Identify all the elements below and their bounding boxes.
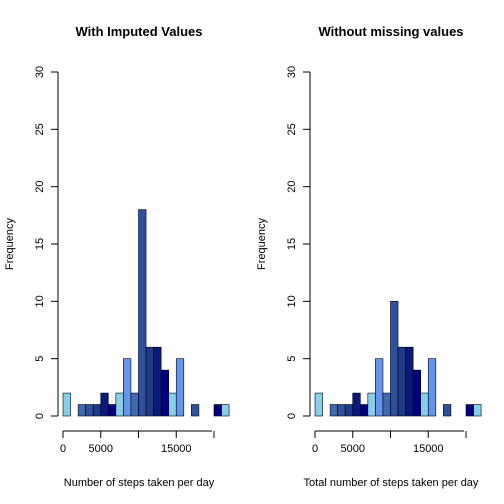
histogram-bar: [465, 404, 474, 417]
x-axis-label: Total number of steps taken per day: [304, 477, 479, 489]
histogram-bar: [427, 358, 437, 417]
histogram-bar: [352, 392, 361, 417]
histogram-bar: [160, 369, 169, 417]
y-tick-label: 15: [286, 238, 298, 250]
histogram-bar: [221, 404, 230, 417]
y-tick-label: 0: [34, 413, 46, 419]
histogram-bar: [344, 404, 354, 417]
histogram-bar: [397, 346, 406, 417]
panel-with-imputed-values: With Imputed Values Number of steps take…: [4, 24, 230, 489]
x-tick-label: 0: [312, 443, 318, 455]
y-tick-label: 10: [286, 295, 298, 307]
histogram-bar: [337, 404, 346, 417]
x-axis: 0 5000 15000: [60, 430, 215, 455]
y-axis-label: Frequency: [4, 218, 16, 270]
x-axis: 0 5000 15000: [312, 430, 467, 455]
y-axis-label: Frequency: [256, 218, 268, 270]
y-axis: 0 5 10 15 20 25 30: [286, 66, 311, 419]
histogram-bar: [314, 392, 323, 417]
histogram-bar: [145, 346, 154, 417]
histogram-bar: [175, 358, 185, 417]
y-axis: 0 5 10 15 20 25 30: [34, 66, 59, 419]
histogram-bar: [405, 346, 414, 417]
histogram-bar: [359, 404, 369, 417]
x-tick-label: 5000: [89, 443, 113, 455]
histogram-bar: [77, 404, 86, 417]
y-tick-label: 5: [286, 356, 298, 362]
y-tick-label: 30: [34, 66, 46, 78]
histogram-bar: [191, 404, 200, 417]
y-tick-label: 25: [34, 123, 46, 135]
histogram-bar: [390, 301, 399, 417]
y-tick-label: 20: [286, 181, 298, 193]
histogram-bar: [85, 404, 94, 417]
histogram-bar: [367, 392, 376, 417]
bar-group: [314, 301, 482, 417]
y-tick-label: 5: [34, 356, 46, 362]
x-tick-label: 0: [60, 443, 66, 455]
histogram-bar: [92, 404, 102, 417]
histogram-bar: [168, 392, 177, 417]
y-tick-label: 0: [286, 413, 298, 419]
histogram-bar: [420, 392, 429, 417]
histogram-bar: [138, 209, 147, 417]
histogram-bar: [115, 392, 124, 417]
histogram-bar: [443, 404, 452, 417]
y-tick-label: 30: [286, 66, 298, 78]
y-tick-label: 20: [34, 181, 46, 193]
histogram-bar: [412, 369, 421, 417]
x-tick-label: 15000: [413, 443, 444, 455]
y-tick-label: 15: [34, 238, 46, 250]
panel-without-missing-values: Without missing values Total number of s…: [256, 24, 482, 489]
histogram-bar: [382, 392, 391, 417]
x-tick-label: 5000: [341, 443, 365, 455]
histogram-bar: [108, 404, 117, 417]
histogram-bar: [153, 346, 162, 417]
chart-title: Without missing values: [318, 24, 463, 39]
histogram-bar: [329, 404, 338, 417]
x-tick-label: 15000: [161, 443, 192, 455]
y-tick-label: 25: [286, 123, 298, 135]
chart-title: With Imputed Values: [75, 24, 202, 39]
histogram-bar: [473, 404, 482, 417]
bar-group: [62, 209, 230, 417]
histogram-bar: [213, 404, 222, 417]
x-axis-label: Number of steps taken per day: [64, 477, 215, 489]
histogram-bar: [123, 358, 132, 417]
histogram-bar: [100, 392, 109, 417]
histogram-bar: [62, 392, 71, 417]
y-tick-label: 10: [34, 295, 46, 307]
histogram-bar: [130, 392, 139, 417]
histogram-bar: [375, 358, 384, 417]
